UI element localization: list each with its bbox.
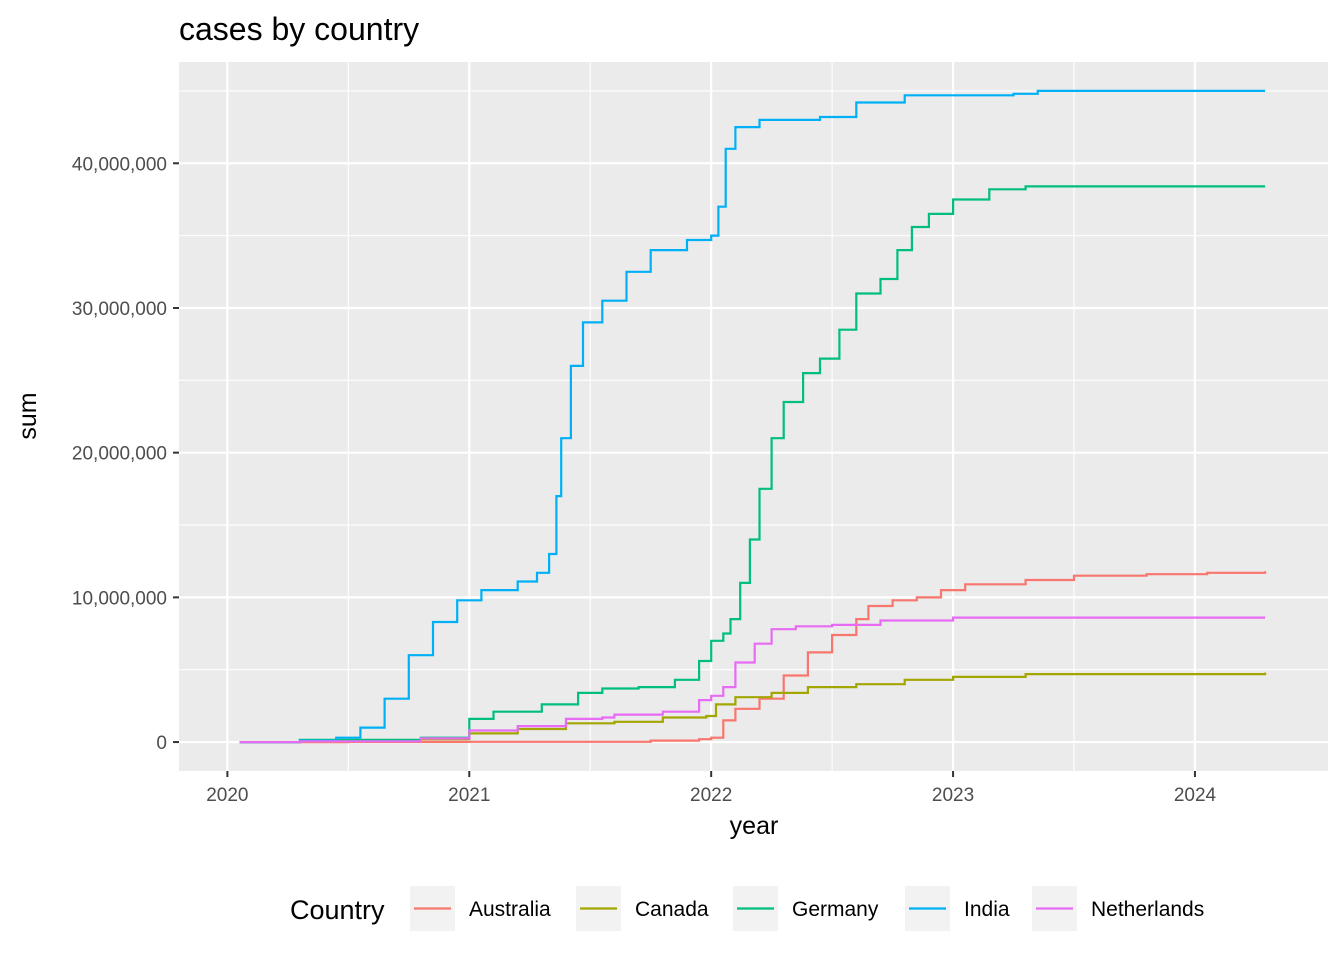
- x-tick-label: 2022: [690, 785, 732, 806]
- y-axis-title: sum: [14, 392, 42, 439]
- y-tick-label: 30,000,000: [72, 299, 167, 320]
- legend-label: Canada: [635, 898, 709, 921]
- y-tick-label: 40,000,000: [72, 154, 167, 175]
- series-line-india: [239, 89, 1266, 744]
- legend-label: Australia: [469, 898, 551, 921]
- legend-item-netherlands: Netherlands: [1032, 886, 1204, 931]
- x-tick-label: 2024: [1174, 785, 1217, 806]
- legend-item-australia: Australia: [410, 886, 551, 931]
- legend-label: Germany: [792, 898, 879, 921]
- series-line-australia: [239, 571, 1267, 744]
- legend-label: India: [964, 898, 1010, 921]
- x-tick-label: 2021: [448, 785, 490, 806]
- y-tick-label: 20,000,000: [72, 444, 167, 465]
- legend-item-canada: Canada: [576, 886, 709, 931]
- legend-label: Netherlands: [1091, 898, 1204, 921]
- x-tick-label: 2023: [932, 785, 974, 806]
- legend-item-germany: Germany: [733, 886, 879, 931]
- x-axis: 2020 2021 2022 2023 2024: [206, 771, 1217, 806]
- y-tick-label: 0: [156, 733, 167, 754]
- series-line-netherlands: [239, 616, 1266, 744]
- x-tick-label: 2020: [206, 785, 248, 806]
- y-axis: 0 10,000,000 20,000,000 30,000,000 40,000,00…: [72, 154, 179, 754]
- chart-title: cases by country: [179, 11, 419, 47]
- plot-panel: [179, 62, 1328, 771]
- x-axis-title: year: [730, 812, 779, 840]
- legend-items: Australia Canada Germany India Netherlands: [410, 886, 1204, 931]
- series-line-germany: [239, 185, 1266, 744]
- legend: Country Australia Canada Germany India Nethe…: [290, 886, 1204, 931]
- series-lines: [239, 89, 1267, 744]
- grid-major: [179, 62, 1328, 771]
- y-tick-label: 10,000,000: [72, 588, 167, 609]
- legend-title: Country: [290, 895, 385, 925]
- legend-item-india: India: [905, 886, 1010, 931]
